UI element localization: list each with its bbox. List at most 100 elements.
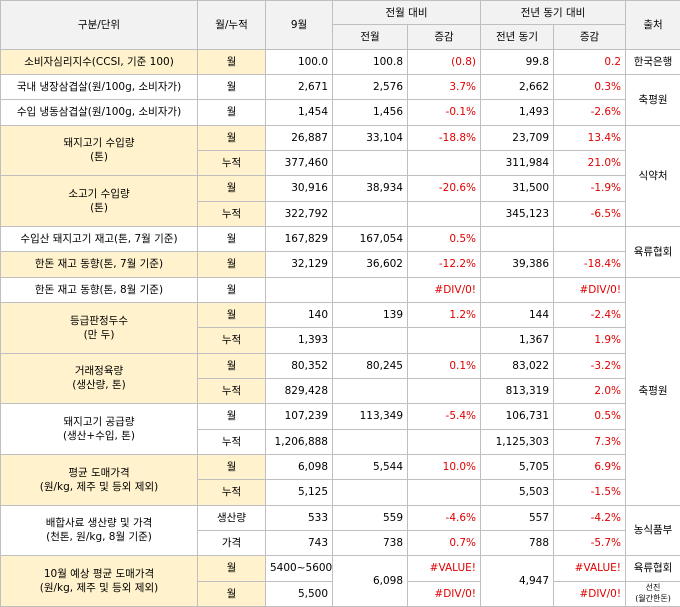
table-cell: 식약처 — [625, 124, 680, 227]
table-cell: 5,125 — [265, 479, 333, 506]
table-cell: -2.6% — [553, 99, 627, 126]
table-cell: 배합사료 생산량 및 가격 (천톤, 원/kg, 8월 기준) — [0, 504, 198, 557]
table-cell: 738 — [332, 529, 408, 557]
table-cell: 월 — [197, 301, 266, 329]
table-cell: 107,239 — [265, 403, 333, 430]
table-cell: -4.2% — [553, 504, 627, 531]
header-cell: 증감 — [553, 24, 627, 50]
table-cell: 80,352 — [265, 352, 333, 379]
table-cell — [332, 377, 408, 405]
table-cell: 80,245 — [332, 352, 408, 379]
table-cell: 26,887 — [265, 124, 333, 151]
table-row: 한돈 재고 동향(톤, 7월 기준) 월 32,129 36,602 -12.2% 39,… — [0, 251, 680, 278]
table-cell: 0.1% — [406, 352, 482, 379]
table-cell: 144 — [480, 301, 555, 329]
table-cell: -3.2% — [553, 352, 627, 379]
table-row: 돼지고기 수입량 (톤) 월 26,887 33,104 -18.8% 23,709 13.… — [0, 124, 680, 227]
table-cell: 83,022 — [480, 352, 555, 379]
table-cell: 월 — [197, 580, 266, 607]
table-cell — [406, 428, 482, 455]
table-cell: 32,129 — [265, 251, 333, 278]
table-cell: 100.0 — [265, 48, 333, 75]
header-cell: 전월 — [332, 24, 408, 50]
table-cell: 한돈 재고 동향(톤, 8월 기준) — [0, 276, 198, 303]
table-cell: 2,671 — [265, 73, 333, 101]
table-cell: 38,934 — [332, 175, 408, 202]
table-cell: 1.2% — [406, 301, 482, 329]
table-cell: (0.8) — [406, 48, 482, 75]
table-cell: 4,947 — [480, 555, 555, 607]
table-cell: 559 — [332, 504, 408, 531]
table-cell: 2,662 — [480, 73, 555, 101]
header-cell: 9월 — [265, 0, 333, 50]
table-cell: 1,454 — [265, 99, 333, 126]
table-row: 한돈 재고 동향(톤, 8월 기준) 월 #DIV/0! #DIV/0! 축평원 — [0, 276, 680, 506]
table-cell: #VALUE! — [406, 555, 482, 582]
table-cell — [406, 200, 482, 227]
table-cell: 거래정육량 (생산량, 톤) — [0, 352, 198, 405]
table-cell: 0.2 — [553, 48, 627, 75]
table-cell: 월 — [197, 251, 266, 278]
table-cell: 21.0% — [553, 149, 627, 177]
table-cell: 377,460 — [265, 149, 333, 177]
table-cell: -18.4% — [553, 251, 627, 278]
table-cell: 10월 예상 평균 도매가격 (원/kg, 제주 및 등외 제외) — [0, 555, 198, 607]
table-cell: 월 — [197, 175, 266, 202]
table-cell: 113,349 — [332, 403, 408, 430]
table-cell: 축평원 — [625, 276, 680, 506]
table-row: 누적 5,125 5,503 -1.5% — [1, 479, 680, 506]
table-cell: 167,054 — [332, 225, 408, 253]
table-cell: 수입 냉동삼겹살(원/100g, 소비자가) — [0, 99, 198, 126]
table-row: 월 5,500 #DIV/0! #DIV/0! 선진 (월간한돈) — [1, 580, 680, 607]
table-cell: 33,104 — [332, 124, 408, 151]
table-cell: 322,792 — [265, 200, 333, 227]
header-cell: 월/누적 — [197, 0, 266, 50]
table-cell: 한돈 재고 동향(톤, 7월 기준) — [0, 251, 198, 278]
header-cell: 출처 — [625, 0, 680, 50]
table-cell — [406, 327, 482, 354]
table-cell: 6,098 — [265, 453, 333, 481]
table-cell: 생산량 — [197, 504, 266, 531]
table-cell: 월 — [197, 124, 266, 151]
table-cell: -4.6% — [406, 504, 482, 531]
table-cell: 농식품부 — [625, 504, 680, 557]
table-cell: 0.3% — [553, 73, 627, 101]
table-cell: 월 — [197, 48, 266, 75]
table-cell: 3.7% — [406, 73, 482, 101]
table-cell: 월 — [197, 99, 266, 126]
table-cell: 0.7% — [406, 529, 482, 557]
table-row: 누적 829,428 813,319 2.0% — [1, 377, 680, 405]
table-cell: 누적 — [197, 428, 266, 455]
header-cell: 전년 동기 — [480, 24, 555, 50]
table-cell: 소비자심리지수(CCSI, 기준 100) — [0, 48, 198, 75]
header-cell: 구분/단위 — [0, 0, 198, 50]
table-cell: #DIV/0! — [553, 580, 627, 607]
table-cell: 0.5% — [406, 225, 482, 253]
table-cell: #DIV/0! — [406, 580, 482, 607]
table-cell: 육류협회 — [625, 225, 680, 278]
header-cell: 전년 동기 대비 — [480, 0, 627, 26]
table-cell — [553, 225, 627, 253]
table-cell — [480, 225, 555, 253]
header-cell: 증감 — [406, 24, 482, 50]
table-cell — [332, 428, 408, 455]
table-cell: -1.9% — [553, 175, 627, 202]
table-cell: 23,709 — [480, 124, 555, 151]
table-cell: 813,319 — [480, 377, 555, 405]
table-cell: 36,602 — [332, 251, 408, 278]
table-cell: 7.3% — [553, 428, 627, 455]
table-cell — [332, 200, 408, 227]
header-cell: 전월 대비 — [331, 0, 482, 26]
table-cell — [406, 377, 482, 405]
table-cell — [406, 479, 482, 506]
table-cell: 139 — [332, 301, 408, 329]
table-cell — [480, 276, 555, 303]
table-cell: 월 — [197, 555, 266, 582]
table-cell: 1.9% — [553, 327, 627, 354]
table-cell: 1,125,303 — [480, 428, 555, 455]
table-row: 등급판정두수 (만 두) 월 140 139 1.2% 144 -2.4% — [0, 301, 680, 354]
table-cell: 5,503 — [480, 479, 555, 506]
table-cell: 축평원 — [625, 73, 680, 126]
table-cell: 누적 — [197, 327, 266, 354]
